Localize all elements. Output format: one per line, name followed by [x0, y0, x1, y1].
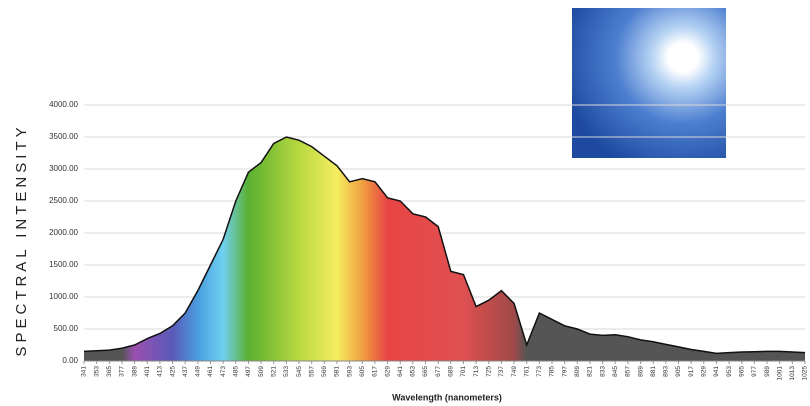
- x-tick-label: 353: [93, 366, 100, 377]
- x-tick-label: 377: [119, 366, 126, 377]
- x-tick-label: 509: [258, 366, 265, 377]
- x-tick-label: 965: [738, 366, 745, 377]
- x-tick-label: 629: [384, 366, 391, 377]
- x-tick-label: 677: [435, 366, 442, 377]
- x-tick-label: 401: [144, 366, 151, 377]
- x-tick-label: 761: [523, 366, 530, 377]
- x-tick-label: 461: [207, 366, 214, 377]
- x-tick-label: 581: [334, 366, 341, 377]
- x-axis-label: Wavelength (nanometers): [392, 392, 502, 402]
- x-tick-label: 737: [498, 366, 505, 377]
- x-tick-label: 1001: [776, 366, 783, 381]
- x-tick-label: 725: [485, 366, 492, 377]
- y-tick-label: 1500.00: [49, 260, 78, 269]
- y-tick-label: 500.00: [54, 324, 79, 333]
- x-tick-label: 701: [460, 366, 467, 377]
- spectrum-line: [83, 136, 806, 355]
- y-axis-label: SPECTRAL INTENSITY: [13, 123, 30, 356]
- y-tick-label: 4000.00: [49, 100, 78, 109]
- x-tick-label: 437: [182, 366, 189, 377]
- x-tick-label: 593: [346, 366, 353, 377]
- x-tick-label: 665: [422, 366, 429, 377]
- x-tick-label: 845: [612, 366, 619, 377]
- x-tick-label: 773: [536, 366, 543, 377]
- x-tick-label: 893: [663, 366, 670, 377]
- x-tick-label: 869: [637, 366, 644, 377]
- x-tick-label: 533: [283, 366, 290, 377]
- x-tick-label: 569: [321, 366, 328, 377]
- x-tick-label: 365: [106, 366, 113, 377]
- x-tick-label: 797: [561, 366, 568, 377]
- x-tick-label: 1013: [789, 366, 796, 381]
- x-tick-label: 425: [169, 366, 176, 377]
- x-tick-label: 605: [359, 366, 366, 377]
- x-tick-label: 641: [397, 366, 404, 377]
- x-tick-label: 341: [81, 366, 88, 377]
- sun-photo: [572, 8, 726, 158]
- x-tick-label: 857: [625, 366, 632, 377]
- y-tick-label: 3500.00: [49, 132, 78, 141]
- x-tick-label: 881: [650, 366, 657, 377]
- x-tick-label: 917: [688, 366, 695, 377]
- x-tick-label: 473: [220, 366, 227, 377]
- x-tick-label: 929: [701, 366, 708, 377]
- x-tick-label: 905: [675, 366, 682, 377]
- x-tick-label: 989: [764, 366, 771, 377]
- x-tick-label: 497: [245, 366, 252, 377]
- x-tick-label: 713: [473, 366, 480, 377]
- x-tick-label: 749: [511, 366, 518, 377]
- x-tick-label: 545: [296, 366, 303, 377]
- x-tick-label: 833: [599, 366, 606, 377]
- y-tick-label: 1000.00: [49, 292, 78, 301]
- x-tick-label: 449: [195, 366, 202, 377]
- x-tick-label: 821: [587, 366, 594, 377]
- x-tick-label: 653: [410, 366, 417, 377]
- y-tick-label: 0.00: [62, 356, 78, 365]
- x-tick-label: 809: [574, 366, 581, 377]
- x-tick-label: 1025: [802, 366, 809, 381]
- x-tick-label: 521: [270, 366, 277, 377]
- x-tick-label: 689: [448, 366, 455, 377]
- x-tick-label: 557: [308, 366, 315, 377]
- y-tick-label: 2000.00: [49, 228, 78, 237]
- y-tick-label: 2500.00: [49, 196, 78, 205]
- x-tick-label: 389: [131, 366, 138, 377]
- x-tick-label: 785: [549, 366, 556, 377]
- x-tick-label: 977: [751, 366, 758, 377]
- x-tick-label: 485: [233, 366, 240, 377]
- x-tick-label: 953: [726, 366, 733, 377]
- x-tick-label: 941: [713, 366, 720, 377]
- x-tick-label: 617: [372, 366, 379, 377]
- x-tick-label: 413: [157, 366, 164, 377]
- y-tick-label: 3000.00: [49, 164, 78, 173]
